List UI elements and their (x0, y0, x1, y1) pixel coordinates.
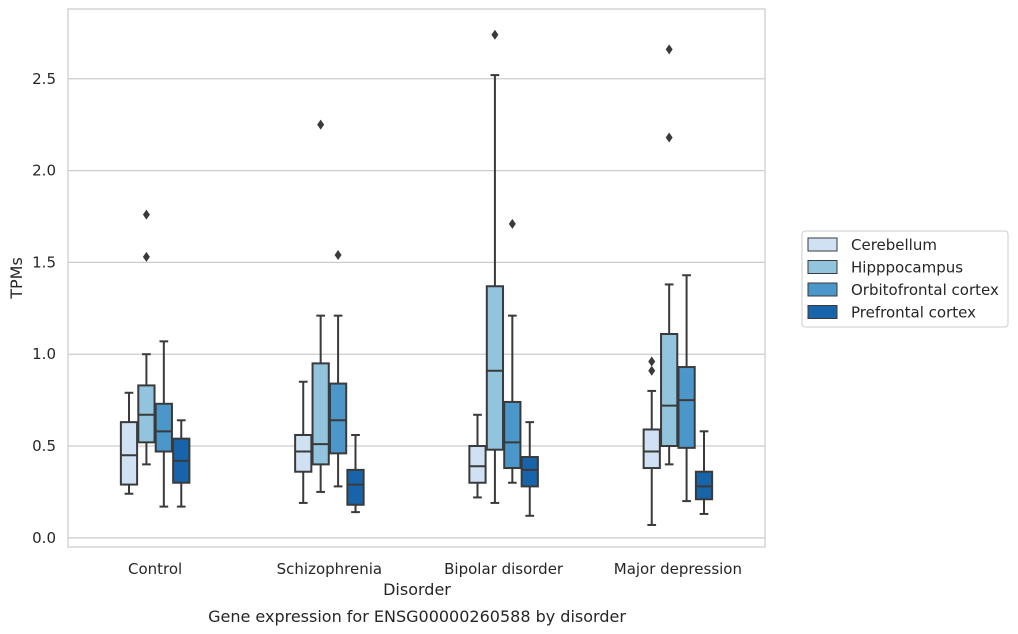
box-iqr (485, 285, 505, 451)
outlier-point (508, 218, 516, 229)
box-iqr (294, 433, 313, 473)
box-iqr (154, 402, 173, 453)
box-hipppocampus (660, 44, 679, 466)
y-tick-label: 1.0 (32, 345, 56, 363)
box-prefrontal-cortex (520, 421, 539, 517)
legend-item: Hipppocampus (807, 259, 963, 277)
legend-label: Prefrontal cortex (851, 304, 976, 322)
box-iqr (119, 421, 139, 486)
box-iqr (346, 468, 365, 506)
box-iqr (642, 428, 661, 470)
box-cerebellum (468, 413, 487, 499)
outlier-point (142, 209, 150, 220)
box-prefrontal-cortex (346, 433, 365, 514)
outlier-point (665, 44, 673, 55)
legend-swatch (807, 305, 838, 319)
outlier-point (491, 29, 499, 40)
y-tick-label: 0.0 (32, 529, 56, 547)
legend-label: Orbitofrontal cortex (851, 281, 999, 299)
legend-label: Hipppocampus (851, 259, 963, 277)
legend-item: Cerebellum (807, 236, 937, 254)
box-iqr (677, 366, 696, 449)
y-tick-label: 0.5 (32, 437, 56, 455)
legend-item: Orbitofrontal cortex (807, 281, 999, 299)
legend-swatch (807, 260, 838, 274)
y-tick-label: 2.0 (32, 162, 56, 180)
x-tick-labels: Control Schizophrenia Bipolar disorder Majo… (128, 560, 742, 578)
box-iqr (468, 445, 487, 484)
box-hipppocampus (485, 29, 505, 504)
box-iqr (503, 400, 522, 470)
outlier-point (334, 250, 342, 261)
box-orbitofrontal-cortex (154, 340, 173, 508)
box-orbitofrontal-cortex (677, 274, 696, 503)
outlier-point (648, 356, 656, 367)
box-cerebellum (642, 356, 661, 526)
outlier-point (648, 365, 656, 376)
x-tick-label: Bipolar disorder (444, 560, 564, 578)
legend-swatch (807, 282, 838, 297)
box-orbitofrontal-cortex (503, 218, 522, 484)
box-hipppocampus (311, 119, 330, 493)
box-hipppocampus (137, 209, 156, 466)
legend-frame (801, 230, 1009, 328)
box-prefrontal-cortex (694, 430, 714, 515)
legend-item: Prefrontal cortex (807, 304, 976, 322)
box-cerebellum (119, 391, 139, 495)
boxes (119, 29, 714, 526)
box-iqr (660, 333, 679, 448)
chart-caption: Gene expression for ENSG00000260588 by d… (208, 607, 626, 626)
x-tick-label: Major depression (614, 560, 742, 578)
legend-label: Cerebellum (851, 236, 937, 254)
legend-swatch (807, 237, 838, 252)
y-tick-labels: 0.0 0.5 1.0 1.5 2.0 2.5 (32, 70, 56, 547)
box-orbitofrontal-cortex (328, 250, 348, 488)
outlier-point (142, 251, 150, 262)
box-cerebellum (294, 380, 313, 504)
x-tick-label: Schizophrenia (277, 560, 382, 578)
box-iqr (328, 382, 348, 455)
plot-frame (67, 8, 766, 548)
box-iqr (520, 456, 539, 488)
x-tick-label: Control (128, 560, 182, 578)
box-prefrontal-cortex (172, 419, 191, 508)
outlier-point (317, 119, 325, 130)
box-iqr (311, 362, 330, 466)
y-tick-label: 2.5 (32, 70, 56, 88)
legend: Cerebellum Hipppocampus Orbitofrontal cort… (801, 230, 1009, 328)
x-axis-label: Disorder (383, 580, 451, 599)
outlier-point (665, 132, 673, 143)
y-axis-label: TPMs (7, 257, 26, 300)
y-tick-label: 1.5 (32, 253, 56, 271)
